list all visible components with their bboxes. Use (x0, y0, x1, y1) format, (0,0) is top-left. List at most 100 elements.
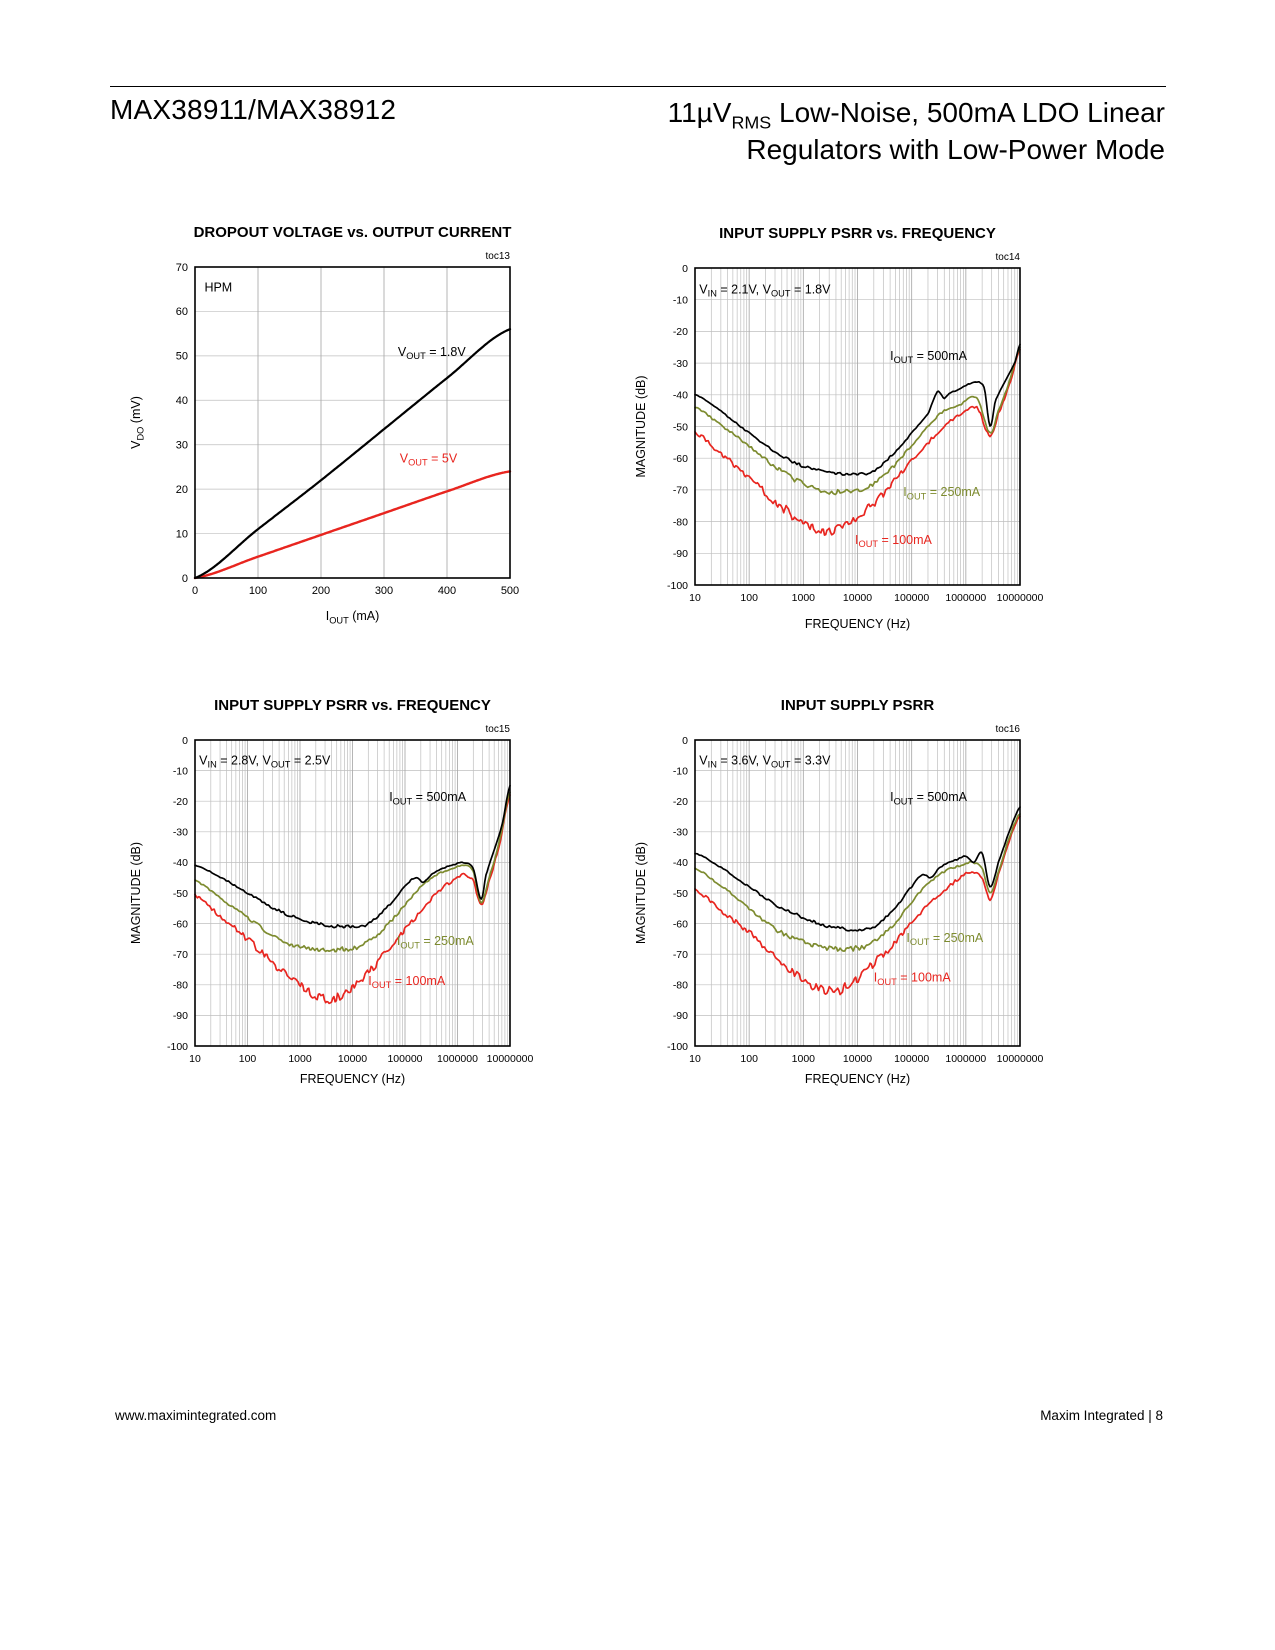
y-tick-label: -30 (673, 358, 688, 370)
y-axis-label: MAGNITUDE (dB) (634, 842, 648, 944)
series-line-1 (694, 346, 1021, 496)
y-tick-label: -20 (673, 326, 688, 338)
toc-label: toc14 (996, 252, 1021, 263)
doc-title-line1: 11µVRMS Low-Noise, 500mA LDO Linear (667, 97, 1165, 133)
x-tick-label: 10000000 (487, 1053, 534, 1065)
y-tick-label: 40 (176, 395, 188, 407)
chart-svg-toc15: 10 100 1000 10000 100000 1000000 10000000 0 -10 -… (129, 697, 534, 1086)
tick-labels: 10 100 1000 10000 100000 1000000 10000000 0 -10 -… (167, 735, 534, 1065)
grid (195, 740, 510, 1046)
x-tick-label: 10 (689, 1053, 701, 1065)
y-axis-label: VDO (mV) (129, 396, 145, 449)
annotation: IOUT = 250mA (906, 931, 984, 947)
y-tick-label: -60 (173, 918, 188, 930)
x-tick-label: 100000 (894, 1053, 929, 1065)
series-line-2 (694, 806, 1021, 932)
y-tick-label: 0 (682, 735, 688, 747)
x-tick-label: 10000 (843, 1053, 872, 1065)
x-tick-label: 10000 (843, 592, 872, 604)
x-tick-label: 10000000 (997, 592, 1044, 604)
y-tick-label: -10 (173, 765, 188, 777)
plot-border (194, 266, 511, 579)
x-axis-label: IOUT (mA) (326, 609, 380, 625)
annotation: IOUT = 500mA (890, 790, 968, 806)
x-tick-label: 1000 (288, 1053, 312, 1065)
y-axis-label: MAGNITUDE (dB) (634, 375, 648, 477)
series-line-0 (193, 470, 512, 580)
x-tick-label: 100 (239, 1053, 257, 1065)
chart-dropout-voltage-vs-output-current: 0 100 200 300 400 500 0 10 20 30 40 50 60 70 DROPOUT V… (115, 210, 595, 665)
chart-svg-toc14: 10 100 1000 10000 100000 1000000 10000000 0 -10 -… (634, 225, 1044, 631)
x-tick-label: 400 (438, 585, 456, 597)
part-number: MAX38911/MAX38912 (110, 94, 397, 125)
tick-labels: 10 100 1000 10000 100000 1000000 10000000 0 -10 -… (667, 263, 1044, 604)
x-tick-label: 100000 (387, 1053, 422, 1065)
series-group (694, 343, 1021, 536)
x-tick-label: 100 (249, 585, 267, 597)
y-tick-label: -90 (673, 548, 688, 560)
x-axis-label: FREQUENCY (Hz) (805, 617, 910, 631)
y-tick-label: -40 (673, 857, 688, 869)
annotation: IOUT = 250mA (397, 934, 475, 950)
annotation: IOUT = 250mA (903, 485, 981, 501)
chart-input-supply-psrr-toc16: 10 100 1000 10000 100000 1000000 10000000 0 -10 -… (615, 685, 1115, 1140)
tick-labels: 0 100 200 300 400 500 0 10 20 30 40 50 60 70 (176, 262, 519, 597)
y-tick-label: -20 (673, 796, 688, 808)
y-tick-label: 60 (176, 306, 188, 318)
x-tick-label: 1000000 (437, 1053, 478, 1065)
y-tick-label: 70 (176, 262, 188, 274)
annotation: VIN = 2.1V, VOUT = 1.8V (699, 282, 831, 298)
series-group (193, 328, 512, 580)
y-tick-label: -100 (667, 1041, 688, 1053)
series-group (694, 806, 1021, 996)
x-axis-label: FREQUENCY (Hz) (300, 1072, 405, 1086)
grid (195, 267, 510, 578)
x-tick-label: 10000000 (997, 1053, 1044, 1065)
y-tick-label: -40 (673, 390, 688, 402)
toc-label: toc16 (996, 724, 1021, 735)
footer-website: www.maximintegrated.com (115, 1408, 277, 1423)
y-tick-label: -10 (673, 295, 688, 307)
y-tick-label: -70 (173, 949, 188, 961)
x-axis-label: FREQUENCY (Hz) (805, 1072, 910, 1086)
annotation: VOUT = 5V (400, 451, 458, 467)
plot-border (694, 267, 1021, 586)
chart-input-supply-psrr-vs-frequency-toc14: 10 100 1000 10000 100000 1000000 10000000 0 -10 -… (615, 210, 1115, 675)
y-tick-label: 0 (182, 573, 188, 585)
chart-title: INPUT SUPPLY PSRR (781, 697, 935, 714)
plot-border (694, 739, 1021, 1047)
y-tick-label: -50 (173, 888, 188, 900)
y-tick-label: -50 (673, 888, 688, 900)
y-tick-label: -60 (673, 453, 688, 465)
doc-title-line2: Regulators with Low-Power Mode (746, 134, 1165, 165)
y-axis-label: MAGNITUDE (dB) (129, 842, 143, 944)
y-tick-label: -100 (167, 1041, 188, 1053)
y-tick-label: -80 (673, 516, 688, 528)
header-rule (110, 86, 1166, 87)
series-line-0 (694, 348, 1021, 536)
annotation: HPM (204, 280, 232, 294)
annotation: IOUT = 500mA (389, 790, 467, 806)
x-tick-label: 1000000 (945, 1053, 986, 1065)
doc-title: 11µVRMS Low-Noise, 500mA LDO Linear Regu… (668, 94, 1165, 168)
y-tick-label: -10 (673, 765, 688, 777)
y-tick-label: -30 (673, 827, 688, 839)
y-tick-label: -40 (173, 857, 188, 869)
grid (695, 740, 1020, 1046)
x-tick-label: 1000000 (945, 592, 986, 604)
y-tick-label: 0 (682, 263, 688, 275)
series-group (194, 784, 511, 1005)
x-tick-label: 0 (192, 585, 198, 597)
x-tick-label: 500 (501, 585, 519, 597)
chart-title: DROPOUT VOLTAGE vs. OUTPUT CURRENT (194, 224, 512, 241)
y-tick-label: -80 (673, 980, 688, 992)
toc-label: toc15 (486, 724, 511, 735)
footer-page-label: Maxim Integrated | 8 (1040, 1408, 1163, 1423)
y-tick-label: -80 (173, 980, 188, 992)
x-tick-label: 10 (689, 592, 701, 604)
x-tick-label: 200 (312, 585, 330, 597)
series-line-1 (193, 328, 512, 580)
chart-svg-toc13: 0 100 200 300 400 500 0 10 20 30 40 50 60 70 DROPOUT V… (129, 224, 519, 625)
y-tick-label: -70 (673, 485, 688, 497)
x-tick-label: 10 (189, 1053, 201, 1065)
